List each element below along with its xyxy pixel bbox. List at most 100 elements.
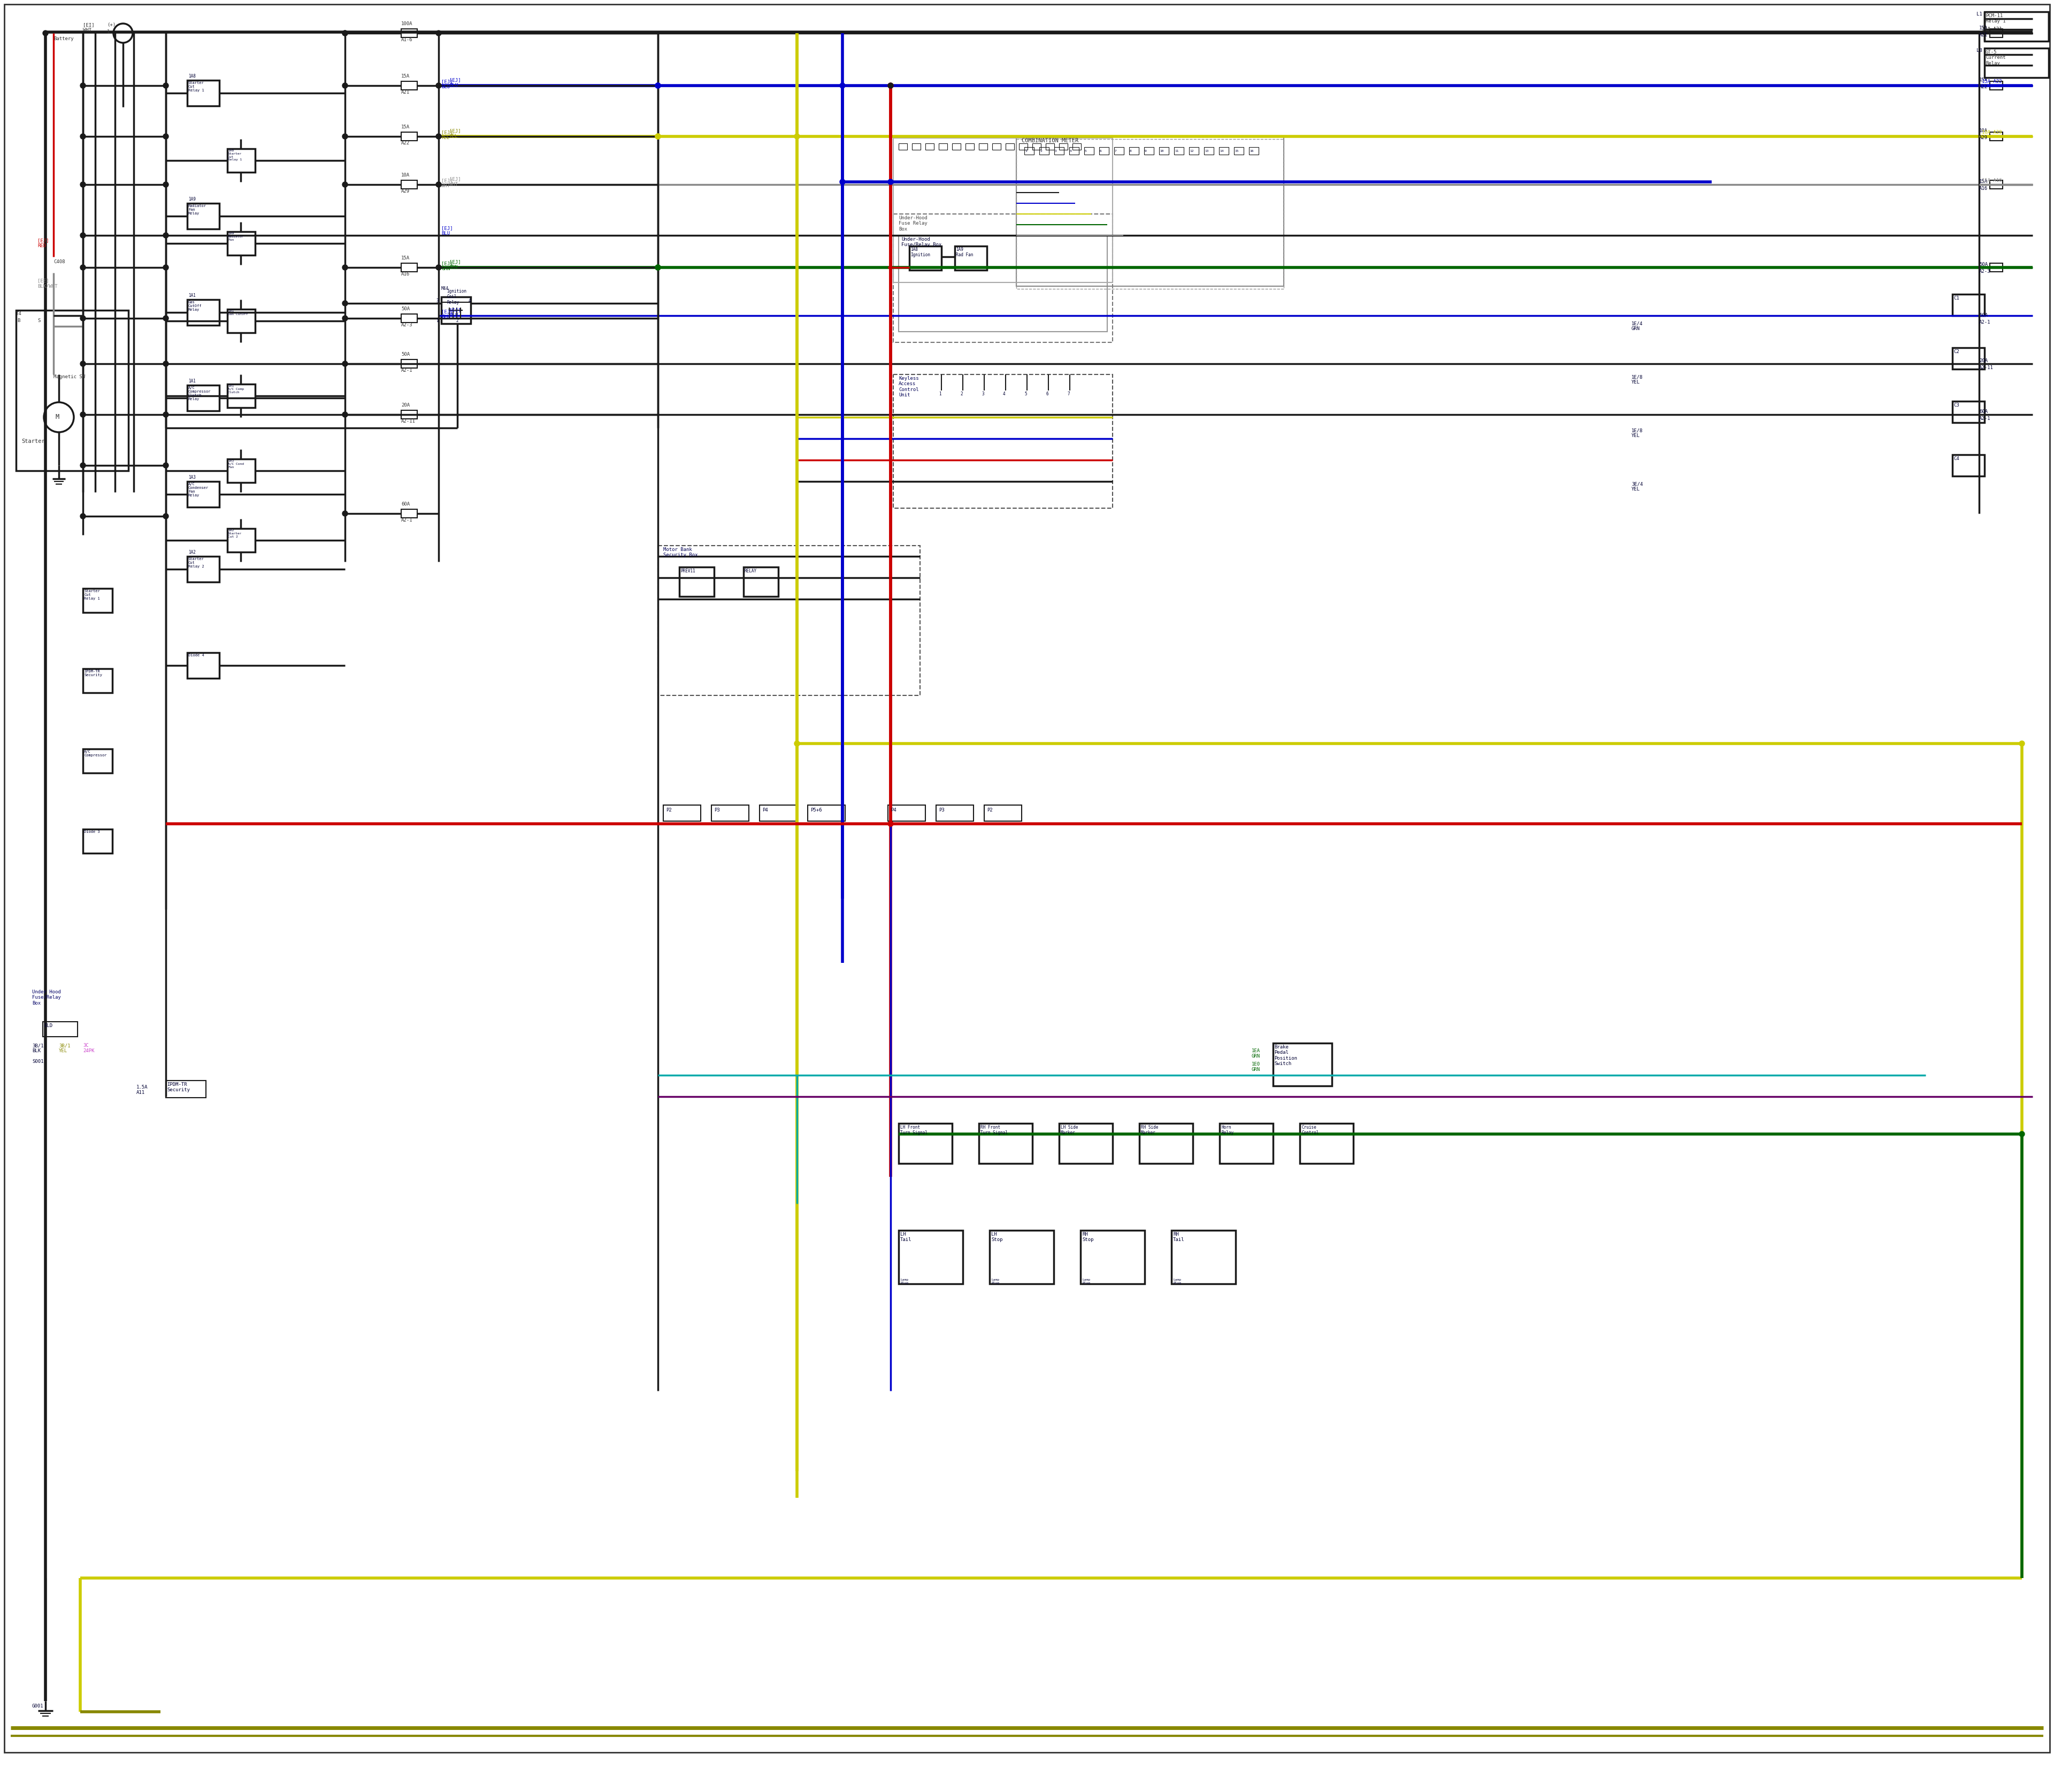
- Text: [EJ]
YEL: [EJ] YEL: [450, 129, 460, 138]
- Text: [EJ]
WHT: [EJ] WHT: [450, 177, 460, 186]
- Text: 1: 1: [939, 392, 941, 396]
- Bar: [980, 143, 988, 151]
- Circle shape: [887, 82, 893, 88]
- Text: 1: 1: [435, 319, 438, 323]
- Text: P5+6: P5+6: [811, 808, 822, 812]
- Text: LH Front
Turn Signal: LH Front Turn Signal: [900, 1125, 928, 1136]
- Text: S001: S001: [33, 1059, 43, 1064]
- Text: PREV11: PREV11: [680, 568, 694, 573]
- Text: L8: L8: [1976, 48, 1982, 54]
- Bar: [1025, 147, 1033, 154]
- Text: 16: 16: [1249, 151, 1253, 152]
- Bar: [900, 1124, 953, 1163]
- Text: 1.5A
A11: 1.5A A11: [136, 1084, 148, 1095]
- Circle shape: [840, 179, 844, 185]
- Text: 6: 6: [1045, 392, 1048, 396]
- Bar: [82, 830, 113, 853]
- Bar: [744, 566, 778, 597]
- Text: 1A9
Radiator
Fan: 1A9 Radiator Fan: [228, 233, 244, 242]
- Text: Starter
Cut
Relay 1: Starter Cut Relay 1: [84, 590, 101, 600]
- Text: 1A9: 1A9: [189, 197, 195, 202]
- Bar: [1273, 1043, 1331, 1086]
- Text: Diode 4: Diode 4: [189, 654, 203, 658]
- Text: 5: 5: [1025, 392, 1027, 396]
- Circle shape: [840, 82, 844, 88]
- Circle shape: [162, 462, 168, 468]
- Text: 15A A16: 15A A16: [1982, 177, 2003, 183]
- Circle shape: [80, 134, 86, 140]
- Circle shape: [43, 30, 47, 36]
- Text: 1: 1: [107, 29, 109, 34]
- Text: S: S: [37, 319, 41, 323]
- Circle shape: [435, 265, 442, 271]
- Bar: [965, 143, 974, 151]
- Bar: [1300, 1124, 1354, 1163]
- Text: A2-1: A2-1: [1980, 321, 1990, 324]
- Circle shape: [343, 134, 347, 140]
- Bar: [187, 202, 220, 229]
- Text: [EJ]
BLU: [EJ] BLU: [450, 77, 460, 88]
- Circle shape: [343, 511, 347, 516]
- Text: Motor Bank
Security Box: Motor Bank Security Box: [663, 547, 698, 557]
- Bar: [992, 143, 1000, 151]
- Text: 15A A21: 15A A21: [1982, 27, 2003, 32]
- Circle shape: [80, 360, 86, 366]
- Text: RH Front
Turn Signal: RH Front Turn Signal: [980, 1125, 1009, 1136]
- Text: 11: 11: [1175, 151, 1179, 152]
- Circle shape: [80, 514, 86, 520]
- Bar: [990, 1231, 1054, 1283]
- Bar: [1990, 133, 2003, 142]
- Bar: [82, 749, 113, 772]
- Text: Cruise
Control: Cruise Control: [1302, 1125, 1319, 1136]
- Text: 7: 7: [1068, 392, 1070, 396]
- Text: IPDM-TR
Security: IPDM-TR Security: [166, 1082, 189, 1093]
- Text: [EJ]
GRN: [EJ] GRN: [450, 260, 460, 271]
- Bar: [1054, 147, 1064, 154]
- Text: Lamp
Plug: Lamp Plug: [992, 1278, 998, 1285]
- Text: A21: A21: [401, 90, 411, 95]
- Text: 3B/1
BLK: 3B/1 BLK: [33, 1043, 43, 1054]
- Text: Radiator
Fan
Relay: Radiator Fan Relay: [189, 204, 207, 215]
- Circle shape: [162, 514, 168, 520]
- Circle shape: [887, 179, 893, 185]
- Bar: [939, 143, 947, 151]
- Text: Keyless
Access
Control
Unit: Keyless Access Control Unit: [900, 376, 918, 398]
- Bar: [1953, 348, 1984, 369]
- Text: 1A1
A/C Comp
Clutch: 1A1 A/C Comp Clutch: [228, 385, 244, 394]
- Text: P4: P4: [762, 808, 768, 812]
- Text: Starter: Starter: [21, 439, 45, 444]
- Text: 2: 2: [959, 392, 963, 396]
- Circle shape: [655, 265, 661, 271]
- Text: 4: 4: [1002, 392, 1004, 396]
- Text: 50A: 50A: [401, 351, 411, 357]
- Text: 60A: 60A: [401, 502, 411, 507]
- Bar: [893, 375, 1113, 509]
- Circle shape: [162, 233, 168, 238]
- Circle shape: [435, 181, 442, 186]
- Text: 14: 14: [1220, 151, 1224, 152]
- Bar: [187, 81, 220, 106]
- Bar: [1990, 181, 2003, 188]
- Bar: [1080, 1231, 1144, 1283]
- Text: Starter
Cut
Relay 2: Starter Cut Relay 2: [189, 557, 203, 568]
- Bar: [1171, 1231, 1237, 1283]
- Text: 12: 12: [1189, 151, 1193, 152]
- Circle shape: [80, 82, 86, 88]
- Text: Under-Hood
Fuse Relay
Box: Under-Hood Fuse Relay Box: [900, 215, 926, 231]
- Text: 1A8: 1A8: [189, 73, 195, 79]
- Text: T4: T4: [16, 312, 23, 315]
- Bar: [1099, 147, 1109, 154]
- Text: LH
Tail: LH Tail: [900, 1231, 912, 1242]
- Text: 1A3: 1A3: [189, 475, 195, 480]
- Text: 1EA
GRN: 1EA GRN: [1251, 1048, 1261, 1059]
- Bar: [1175, 147, 1183, 154]
- Text: A29: A29: [401, 188, 411, 194]
- Bar: [228, 459, 255, 482]
- Text: [EJ]
YEL: [EJ] YEL: [442, 131, 452, 140]
- Circle shape: [343, 181, 347, 186]
- Text: 10A: 10A: [1980, 129, 1988, 133]
- Text: 1A8
Ignition: 1A8 Ignition: [910, 247, 930, 258]
- Bar: [228, 310, 255, 333]
- Bar: [955, 246, 986, 271]
- Bar: [1045, 143, 1054, 151]
